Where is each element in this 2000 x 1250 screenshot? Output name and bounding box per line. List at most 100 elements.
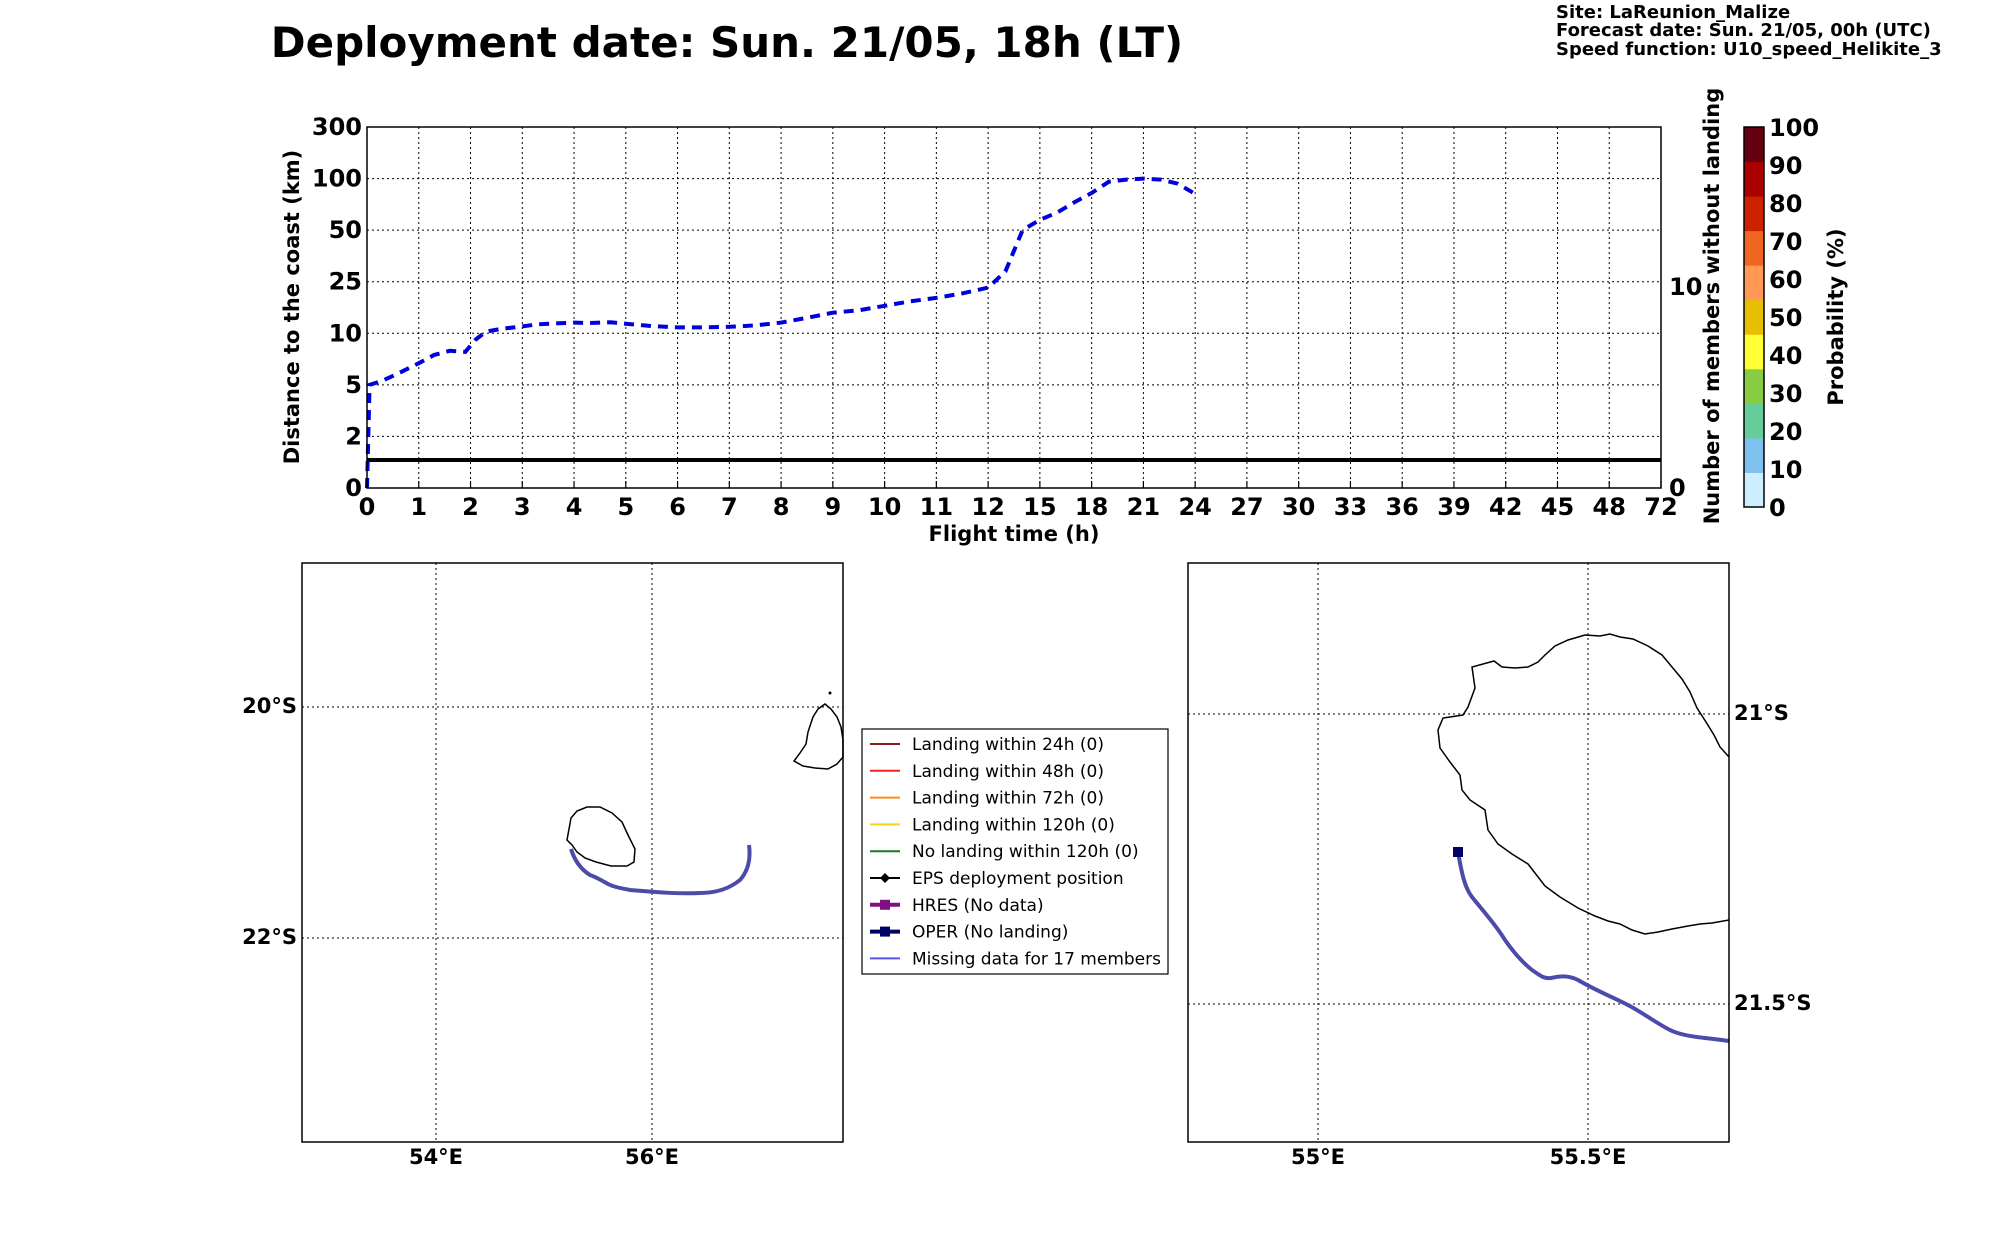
- x-tick-label: 24: [1178, 493, 1211, 521]
- legend-label: Landing within 48h (0): [912, 762, 1104, 782]
- colorbar-tick-label: 10: [1769, 456, 1802, 484]
- oper-distance-line: [365, 176, 1197, 489]
- reunion-island-coastline: [1437, 633, 1730, 935]
- x-tick-label: 45: [1541, 493, 1574, 521]
- small-islet: [828, 691, 832, 695]
- y-tick-label: 2: [345, 422, 362, 450]
- colorbar-cell: [1744, 334, 1764, 370]
- x-tick-label: 72: [1644, 493, 1677, 521]
- x-tick-labels: 0 1 2 3 4 5 6 7 8 9 10 11 12 15 18 21 24 27 30 33 36 39 42 45 48…: [359, 493, 1678, 521]
- x-tick-label: 48: [1593, 493, 1626, 521]
- y-tick-label: 5: [345, 371, 362, 399]
- legend-box: [861, 728, 1169, 975]
- legend-label: Landing within 24h (0): [912, 735, 1104, 755]
- colorbar-cell: [1744, 127, 1764, 163]
- y-right-tick-label: 0: [1669, 474, 1686, 502]
- colorbar-tick-label: 100: [1769, 114, 1819, 142]
- map2-lon-label-55e: 55°E: [1291, 1145, 1345, 1169]
- y-tick-label: 10: [329, 319, 362, 347]
- y-tick-label: 0: [345, 474, 362, 502]
- legend-label: No landing within 120h (0): [912, 842, 1139, 862]
- x-tick-label: 5: [617, 493, 634, 521]
- map2-oper-deployment-marker: [1453, 847, 1463, 857]
- legend-marker: [880, 873, 890, 883]
- legend-label: Landing within 120h (0): [912, 815, 1115, 835]
- colorbar-cell: [1744, 403, 1764, 439]
- zoom-map: 21°S 21.5°S 55°E 55.5°E: [1187, 562, 1811, 1169]
- colorbar-tick-label: 40: [1769, 342, 1802, 370]
- x-tick-label: 8: [773, 493, 790, 521]
- colorbar-cell: [1744, 437, 1764, 473]
- mauritius-island-outline: [792, 703, 844, 770]
- colorbar-cell: [1744, 265, 1764, 301]
- site-info: Site: LaReunion_Malize: [1556, 2, 1790, 23]
- colorbar-tick-label: 90: [1769, 152, 1802, 180]
- y-tick-label: 50: [329, 216, 362, 244]
- map1-lon-label-54e: 54°E: [409, 1145, 463, 1169]
- y-tick-label: 100: [312, 165, 362, 193]
- x-tick-label: 6: [669, 493, 686, 521]
- colorbar-cell: [1744, 161, 1764, 197]
- colorbar-tick-label: 0: [1769, 494, 1786, 522]
- x-tick-label: 18: [1075, 493, 1108, 521]
- colorbar-tick-label: 70: [1769, 228, 1802, 256]
- figure-title: Deployment date: Sun. 21/05, 18h (LT): [271, 18, 1184, 67]
- overview-map: 20°S 22°S 54°E 56°E: [242, 562, 844, 1169]
- x-tick-label: 27: [1230, 493, 1263, 521]
- reunion-island-outline: [566, 806, 636, 867]
- probability-colorbar: 0 10 20 30 40 50 60 70 80 90 100 Probability (%): [1743, 114, 1848, 522]
- x-tick-label: 39: [1437, 493, 1470, 521]
- x-tick-label: 33: [1334, 493, 1367, 521]
- legend-label: Missing data for 17 members: [912, 949, 1161, 969]
- x-tick-label: 42: [1489, 493, 1522, 521]
- x-tick-label: 10: [868, 493, 901, 521]
- map2-frame: [1187, 562, 1730, 1143]
- map1-lat-label-20s: 20°S: [242, 694, 297, 718]
- x-tick-label: 1: [410, 493, 427, 521]
- legend-label: Landing within 72h (0): [912, 789, 1104, 809]
- speed-info: Speed function: U10_speed_Helikite_3: [1556, 39, 1942, 60]
- legend-marker: [880, 899, 890, 910]
- map2-oper-track: [1456, 851, 1730, 1043]
- map1-oper-track: [569, 844, 752, 896]
- x-tick-label: 2: [462, 493, 479, 521]
- colorbar-cell: [1744, 299, 1764, 335]
- colorbar-cell: [1744, 230, 1764, 266]
- y-tick-label: 25: [329, 268, 362, 296]
- colorbar-tick-label: 80: [1769, 190, 1802, 218]
- colorbar-label: Probability (%): [1824, 228, 1848, 405]
- y-right-tick-labels: 0 10: [1669, 273, 1702, 502]
- colorbar-tick-label: 60: [1769, 266, 1802, 294]
- x-tick-label: 36: [1385, 493, 1418, 521]
- map2-lat-label-215s: 21.5°S: [1734, 991, 1811, 1015]
- colorbar-frame: [1743, 126, 1765, 508]
- x-tick-label: 4: [566, 493, 583, 521]
- legend-label: OPER (No landing): [912, 923, 1068, 943]
- x-tick-label: 0: [359, 493, 376, 521]
- x-tick-label: 7: [721, 493, 738, 521]
- legend: Landing within 24h (0) Landing within 48h…: [861, 728, 1169, 975]
- colorbar-cell: [1744, 472, 1764, 508]
- legend-label: EPS deployment position: [912, 869, 1124, 889]
- colorbar-tick-label: 50: [1769, 304, 1802, 332]
- x-axis-label: Flight time (h): [929, 522, 1100, 546]
- colorbar-tick-label: 30: [1769, 380, 1802, 408]
- y-right-axis-label: Number of members without landing: [1700, 88, 1724, 525]
- x-tick-label: 30: [1282, 493, 1315, 521]
- y-axis-label: Distance to the coast (km): [280, 150, 304, 465]
- x-tick-label: 21: [1127, 493, 1160, 521]
- x-tick-label: 15: [1023, 493, 1056, 521]
- x-tick-label: 11: [920, 493, 953, 521]
- map1-frame: [301, 562, 844, 1143]
- x-tick-label: 12: [971, 493, 1004, 521]
- map1-lat-label-22s: 22°S: [242, 925, 297, 949]
- x-tick-label: 3: [514, 493, 531, 521]
- legend-marker: [880, 926, 890, 937]
- y-tick-label: 300: [312, 113, 362, 141]
- map2-lon-label-555e: 55.5°E: [1550, 1145, 1627, 1169]
- chart-frame: [366, 126, 1662, 489]
- colorbar-cell: [1744, 196, 1764, 232]
- map1-lon-label-56e: 56°E: [625, 1145, 679, 1169]
